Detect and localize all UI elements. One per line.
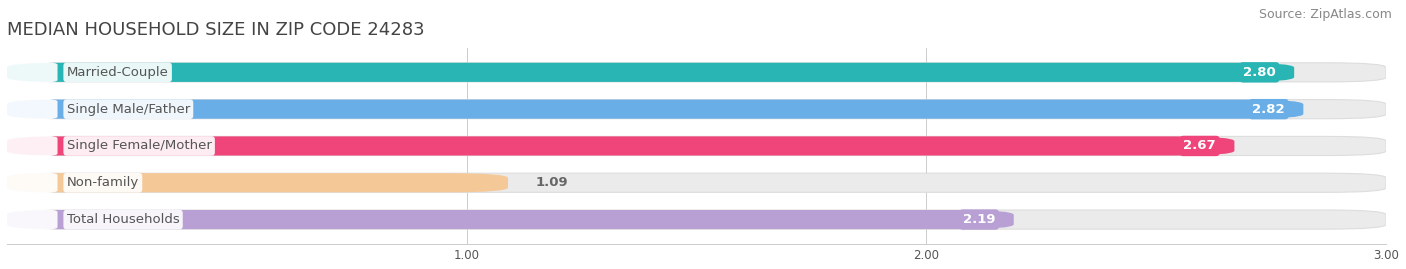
FancyBboxPatch shape [7,136,1386,155]
FancyBboxPatch shape [7,173,1386,192]
Text: 2.67: 2.67 [1184,139,1216,153]
FancyBboxPatch shape [0,134,58,157]
Text: Total Households: Total Households [66,213,180,226]
FancyBboxPatch shape [7,210,1386,229]
Text: MEDIAN HOUSEHOLD SIZE IN ZIP CODE 24283: MEDIAN HOUSEHOLD SIZE IN ZIP CODE 24283 [7,20,425,38]
Text: 2.82: 2.82 [1253,103,1285,116]
Text: Non-family: Non-family [66,176,139,189]
FancyBboxPatch shape [7,100,1303,119]
FancyBboxPatch shape [7,173,508,192]
FancyBboxPatch shape [7,63,1294,82]
Text: Single Female/Mother: Single Female/Mother [66,139,211,153]
Text: 2.80: 2.80 [1243,66,1275,79]
Text: Single Male/Father: Single Male/Father [66,103,190,116]
FancyBboxPatch shape [7,100,1386,119]
FancyBboxPatch shape [0,98,58,121]
FancyBboxPatch shape [0,61,58,84]
Text: Source: ZipAtlas.com: Source: ZipAtlas.com [1258,8,1392,21]
FancyBboxPatch shape [7,210,1014,229]
Text: Married-Couple: Married-Couple [66,66,169,79]
FancyBboxPatch shape [0,171,58,194]
FancyBboxPatch shape [7,63,1386,82]
FancyBboxPatch shape [7,136,1234,155]
Text: 1.09: 1.09 [536,176,568,189]
FancyBboxPatch shape [0,208,58,231]
Text: 2.19: 2.19 [963,213,995,226]
